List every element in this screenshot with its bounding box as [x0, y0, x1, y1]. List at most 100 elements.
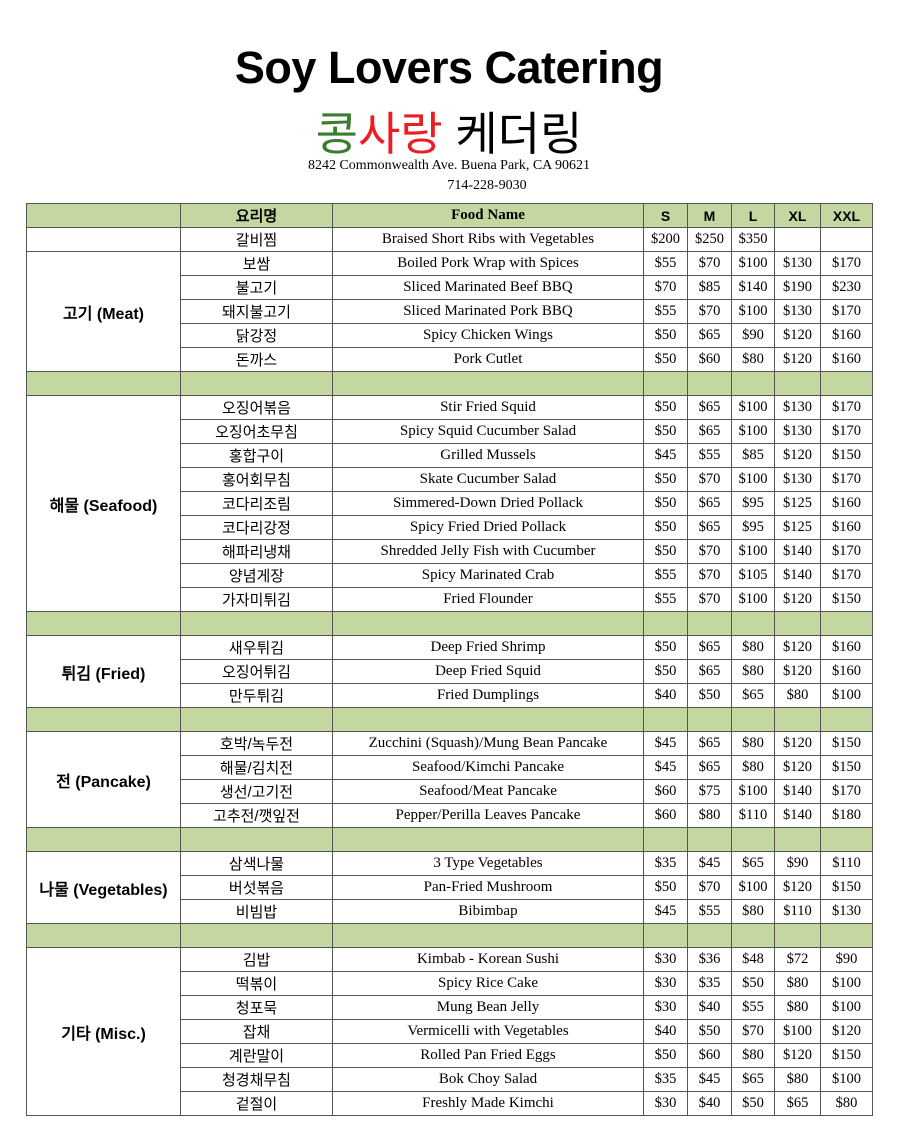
korean-title-black: 케더링 [442, 108, 583, 160]
price-cell: $95 [731, 515, 775, 540]
food-name-cell: Kimbab - Korean Sushi [332, 947, 644, 972]
separator-cell [26, 611, 181, 636]
price-cell: $100 [731, 299, 775, 324]
price-cell: $200 [643, 227, 688, 252]
price-cell: $36 [687, 947, 732, 972]
separator-cell [643, 923, 688, 948]
price-cell: $55 [643, 563, 688, 588]
table-row: 전 (Pancake) 호박/녹두전 Zucchini (Squash)/Mung … [26, 731, 873, 828]
price-cell: $45 [643, 443, 688, 468]
price-cell: $170 [820, 467, 873, 492]
separator-cell [820, 827, 873, 852]
table-row: 오징어초무침 Spicy Squid Cucumber Salad $50 $65 $1… [27, 419, 873, 444]
table-row: 오징어튀김 Deep Fried Squid $50 $65 $80 $120 $160 [27, 659, 873, 684]
column-header: 요리명 [180, 203, 333, 228]
price-cell: $130 [774, 251, 821, 276]
price-cell: $80 [731, 635, 775, 660]
korean-name-cell: 만두튀김 [180, 683, 333, 708]
price-cell: $100 [731, 467, 775, 492]
price-cell: $80 [820, 1091, 873, 1116]
price-cell: $65 [687, 635, 732, 660]
address: 8242 Commonwealth Ave. Buena Park, CA 90… [307, 158, 591, 173]
price-cell: $45 [687, 1067, 732, 1092]
separator-cell [820, 923, 873, 948]
korean-name-cell: 호박/녹두전 [180, 731, 333, 756]
price-cell: $100 [731, 587, 775, 612]
price-cell: $100 [731, 395, 775, 420]
price-cell: $120 [774, 1043, 821, 1068]
price-cell: $100 [731, 251, 775, 276]
column-header: L [731, 203, 775, 228]
column-header: XL [774, 203, 821, 228]
price-cell: $35 [643, 1067, 688, 1092]
separator-cell [643, 371, 688, 396]
price-cell: $50 [643, 491, 688, 516]
korean-name-cell: 해물/김치전 [180, 755, 333, 780]
table-row: 닭강정 Spicy Chicken Wings $50 $65 $90 $120 $160 [27, 323, 873, 348]
price-cell: $140 [774, 539, 821, 564]
separator-cell [731, 707, 775, 732]
price-cell: $65 [687, 323, 732, 348]
price-cell: $45 [643, 755, 688, 780]
price-cell: $100 [774, 1019, 821, 1044]
table-row: 돼지불고기 Sliced Marinated Pork BBQ $55 $70 $100… [27, 299, 873, 324]
price-cell: $100 [731, 539, 775, 564]
category-cell: 기타 (Misc.) [26, 947, 181, 1116]
price-cell: $65 [687, 395, 732, 420]
separator-cell [643, 827, 688, 852]
food-name-cell: Seafood/Kimchi Pancake [332, 755, 644, 780]
price-cell: $50 [687, 683, 732, 708]
separator-cell [643, 707, 688, 732]
price-cell: $80 [731, 659, 775, 684]
table-row: 해파리냉채 Shredded Jelly Fish with Cucumber $5… [27, 539, 873, 564]
separator-cell [180, 371, 333, 396]
price-cell: $50 [643, 1043, 688, 1068]
price-cell: $120 [774, 635, 821, 660]
price-cell: $125 [774, 491, 821, 516]
separator-cell [820, 611, 873, 636]
price-cell: $95 [731, 491, 775, 516]
price-cell: $130 [774, 395, 821, 420]
separator-cell [332, 923, 644, 948]
price-cell: $90 [820, 947, 873, 972]
price-cell: $100 [731, 419, 775, 444]
price-cell: $70 [687, 251, 732, 276]
price-cell: $130 [774, 467, 821, 492]
korean-name-cell: 청포묵 [180, 995, 333, 1020]
price-cell: $150 [820, 875, 873, 900]
food-name-cell: Spicy Squid Cucumber Salad [332, 419, 644, 444]
price-cell: $75 [687, 779, 732, 804]
separator-cell [687, 371, 732, 396]
column-header [26, 203, 181, 228]
price-cell: $120 [820, 1019, 873, 1044]
price-cell: $48 [731, 947, 775, 972]
separator-cell [774, 923, 821, 948]
price-cell: $72 [774, 947, 821, 972]
price-cell: $50 [643, 347, 688, 372]
section-separator [26, 371, 873, 396]
separator-cell [180, 611, 333, 636]
price-cell: $50 [643, 467, 688, 492]
separator-cell [820, 371, 873, 396]
price-cell: $170 [820, 563, 873, 588]
price-cell: $170 [820, 539, 873, 564]
korean-name-cell: 삼색나물 [180, 851, 333, 876]
korean-title-green: 콩 [315, 108, 358, 160]
price-cell: $160 [820, 635, 873, 660]
price-cell: $30 [643, 1091, 688, 1116]
food-name-cell: Sliced Marinated Pork BBQ [332, 299, 644, 324]
column-header: S [643, 203, 688, 228]
separator-cell [687, 923, 732, 948]
price-cell: $65 [731, 851, 775, 876]
table-row: 기타 (Misc.) 김밥 Kimbab - Korean Sushi $30 $36 $… [26, 947, 873, 1116]
category-cell: 해물 (Seafood) [26, 395, 181, 612]
price-cell: $60 [687, 347, 732, 372]
food-name-cell: Vermicelli with Vegetables [332, 1019, 644, 1044]
price-cell: $100 [820, 971, 873, 996]
korean-name-cell: 잡채 [180, 1019, 333, 1044]
separator-cell [26, 923, 181, 948]
table-row: 떡볶이 Spicy Rice Cake $30 $35 $50 $80 $100 [27, 971, 873, 996]
price-cell: $55 [643, 299, 688, 324]
food-name-cell: Pan-Fried Mushroom [332, 875, 644, 900]
table-header-row: 요리명 Food Name S M L XL XXL [26, 203, 873, 228]
